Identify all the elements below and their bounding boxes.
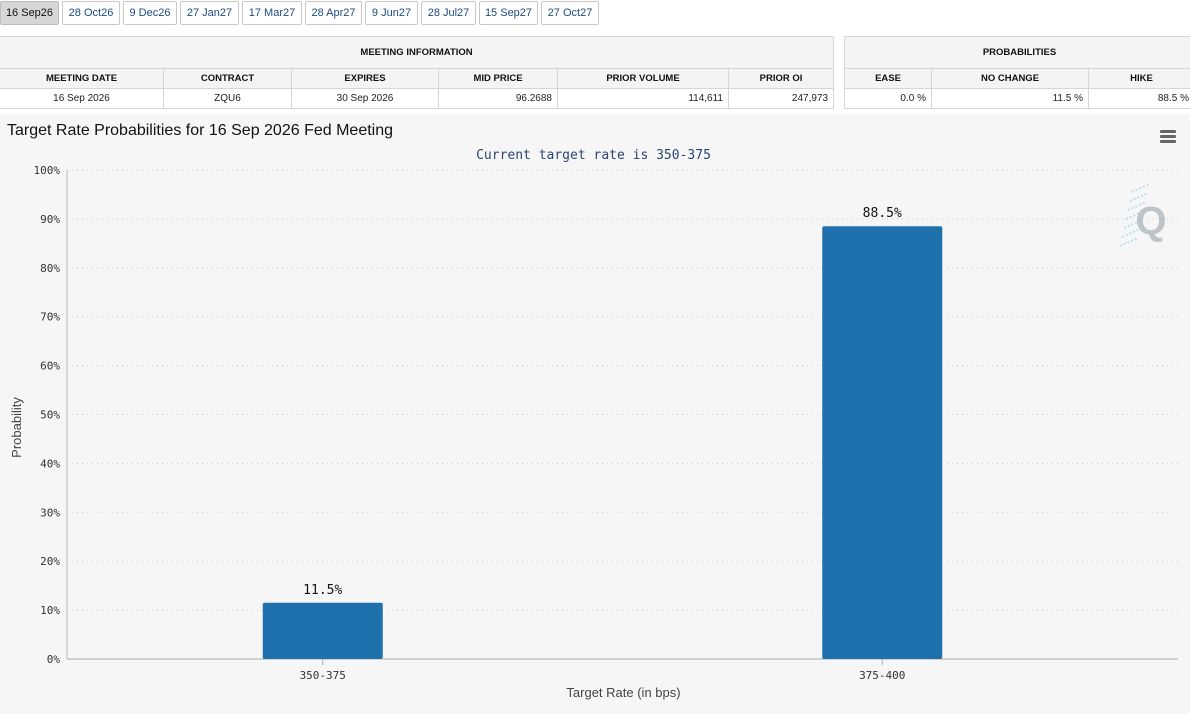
prior-volume-value: 114,611 (557, 88, 729, 109)
data-label: 11.5% (303, 583, 342, 598)
tab-17-mar27[interactable]: 17 Mar27 (242, 1, 302, 25)
no-change-value: 11.5 % (931, 88, 1089, 109)
ease-value: 0.0 % (844, 88, 932, 109)
y-tick-label: 100% (34, 164, 61, 177)
tab-28-oct26[interactable]: 28 Oct26 (62, 1, 120, 25)
table-row: 0.0 % 11.5 % 88.5 % (844, 88, 1190, 109)
chart-subtitle: Current target rate is 350-375 (476, 148, 711, 163)
prior-oi-value: 247,973 (727, 88, 835, 109)
x-tick-label: 375-400 (859, 669, 905, 682)
y-tick-label: 0% (47, 653, 61, 666)
y-tick-label: 70% (40, 311, 60, 324)
contract-value: ZQU6 (163, 88, 292, 109)
col-prior-oi: PRIOR OI (727, 68, 835, 89)
col-ease: EASE (844, 68, 932, 89)
y-tick-label: 50% (40, 409, 60, 422)
y-tick-label: 90% (40, 213, 60, 226)
y-tick-label: 10% (40, 604, 60, 617)
col-meeting-date: MEETING DATE (0, 68, 164, 89)
watermark-logo-icon: Q (1119, 183, 1167, 247)
probabilities-header: PROBABILITIES (844, 36, 1190, 69)
tab-27-oct27[interactable]: 27 Oct27 (541, 1, 599, 25)
hamburger-menu-icon[interactable] (1160, 130, 1176, 144)
col-mid-price: MID PRICE (438, 68, 558, 89)
hike-value: 88.5 % (1088, 88, 1190, 109)
tab-27-jan27[interactable]: 27 Jan27 (180, 1, 239, 25)
y-tick-label: 40% (40, 457, 60, 470)
chart-panel: Target Rate Probabilities for 16 Sep 202… (0, 114, 1190, 714)
tab-28-jul27[interactable]: 28 Jul27 (421, 1, 476, 25)
x-tick-label: 350-375 (300, 669, 346, 682)
tab-16-sep26[interactable]: 16 Sep26 (0, 1, 59, 25)
y-tick-label: 20% (40, 555, 60, 568)
watermark-letter: Q (1135, 199, 1166, 243)
bar-chart: Current target rate is 350-375 0% 10% 20% 30… (9, 148, 1178, 700)
col-hike: HIKE (1088, 68, 1190, 89)
y-axis-title: Probability (9, 397, 24, 458)
col-contract: CONTRACT (163, 68, 292, 89)
chart-title: Target Rate Probabilities for 16 Sep 202… (7, 122, 394, 139)
data-label: 88.5% (863, 206, 902, 221)
y-tick-label: 80% (40, 262, 60, 275)
tab-15-sep27[interactable]: 15 Sep27 (479, 1, 538, 25)
meeting-information-table: MEETING INFORMATION MEETING DATE CONTRAC… (0, 36, 835, 109)
meeting-information-header: MEETING INFORMATION (0, 36, 835, 69)
y-tick-label: 60% (40, 360, 60, 373)
x-axis-title: Target Rate (in bps) (566, 685, 680, 700)
tab-28-apr27[interactable]: 28 Apr27 (305, 1, 362, 25)
bar-375-400 (822, 226, 943, 660)
tab-9-dec26[interactable]: 9 Dec26 (123, 1, 177, 25)
expires-value: 30 Sep 2026 (291, 88, 439, 109)
table-row: 16 Sep 2026 ZQU6 30 Sep 2026 96.2688 114… (0, 88, 835, 109)
bar-350-375 (262, 602, 383, 659)
col-no-change: NO CHANGE (931, 68, 1089, 89)
col-prior-volume: PRIOR VOLUME (557, 68, 729, 89)
mid-price-value: 96.2688 (438, 88, 558, 109)
probabilities-table: PROBABILITIES EASE NO CHANGE HIKE 0.0 % … (844, 36, 1190, 109)
y-tick-label: 30% (40, 506, 60, 519)
col-expires: EXPIRES (291, 68, 439, 89)
meeting-date-value: 16 Sep 2026 (0, 88, 164, 109)
tab-9-jun27[interactable]: 9 Jun27 (365, 1, 418, 25)
